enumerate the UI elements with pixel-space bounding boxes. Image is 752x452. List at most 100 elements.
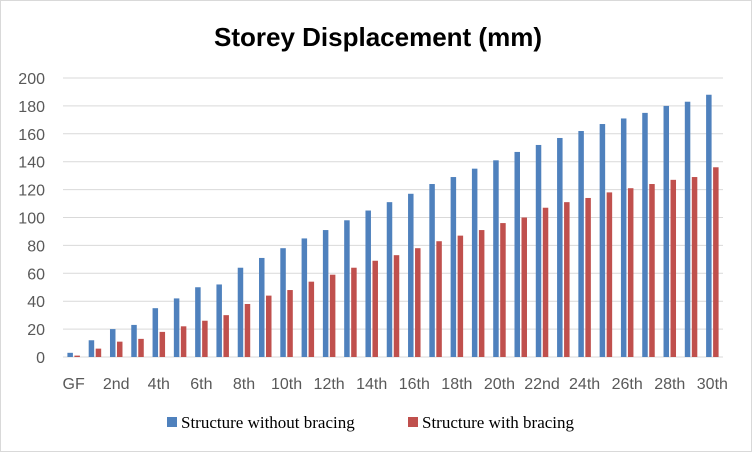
y-tick-label: 180: [18, 99, 45, 116]
bar-without-bracing-2nd: [109, 329, 116, 357]
bar-with-bracing-20th: [500, 223, 506, 357]
bar-without-bracing-26th: [620, 118, 627, 358]
x-tick-label: 2nd: [103, 376, 130, 393]
bar-without-bracing-25th: [599, 124, 606, 357]
bar-with-bracing-17th: [436, 241, 442, 357]
x-axis-tick-labels: GF 2nd 4th 6th 8th 10th 12th 14th 16th 18th 20th 22…: [63, 376, 728, 393]
bar-with-bracing-13th: [351, 267, 357, 357]
y-tick-label: 80: [27, 238, 45, 255]
bar-with-bracing-15th: [393, 255, 400, 357]
x-tick-label: 12th: [314, 376, 345, 393]
bar-with-bracing-27th: [649, 184, 655, 357]
y-tick-label: 140: [18, 155, 45, 172]
legend-label-without-bracing: Structure without bracing: [181, 413, 355, 432]
bar-without-bracing-22nd: [535, 144, 542, 357]
bar-without-bracing-16th: [408, 193, 414, 357]
bar-with-bracing-GF: [74, 355, 80, 357]
bar-with-bracing-30th: [713, 167, 719, 357]
bar-with-bracing-14th: [372, 260, 378, 357]
bar-with-bracing-19th: [478, 230, 485, 357]
chart-title: Storey Displacement (mm): [214, 22, 542, 52]
bar-with-bracing-25th: [606, 192, 613, 357]
x-tick-label: 16th: [399, 376, 430, 393]
x-tick-label: 10th: [271, 376, 302, 393]
bar-with-bracing-11th: [308, 281, 315, 357]
bar-without-bracing-21st: [514, 151, 520, 357]
bar-without-bracing-6th: [195, 287, 201, 357]
x-tick-label: 28th: [654, 376, 685, 393]
bar-with-bracing-16th: [415, 248, 421, 357]
bar-with-bracing-28th: [670, 179, 677, 357]
legend-swatch-with-bracing: [408, 417, 418, 427]
x-tick-label: 6th: [190, 376, 212, 393]
x-tick-label: 26th: [612, 376, 643, 393]
bar-with-bracing-23rd: [564, 202, 570, 357]
bar-without-bracing-10th: [280, 248, 286, 357]
bar-without-bracing-28th: [663, 105, 670, 358]
bar-without-bracing-15th: [386, 202, 393, 357]
legend-label-with-bracing: Structure with bracing: [422, 413, 575, 432]
bar-without-bracing-27th: [642, 112, 648, 358]
y-axis-tick-labels: 0 20 40 60 80 100 120 140 160 180 200: [18, 71, 45, 367]
bar-without-bracing-4th: [152, 308, 159, 357]
bar-without-bracing-20th: [493, 160, 499, 357]
x-tick-label: 4th: [148, 376, 170, 393]
bar-with-bracing-26th: [627, 188, 634, 357]
bar-with-bracing-6th: [202, 320, 208, 357]
bar-with-bracing-2nd: [116, 341, 123, 357]
bar-with-bracing-8th: [244, 303, 251, 357]
bar-with-bracing-1st: [95, 348, 102, 357]
bar-without-bracing-24th: [578, 131, 584, 357]
bar-without-bracing-7th: [216, 284, 222, 357]
y-tick-label: 60: [27, 266, 45, 283]
x-tick-label: 18th: [441, 376, 472, 393]
bars: [67, 94, 719, 358]
y-tick-label: 200: [18, 71, 45, 88]
x-tick-label: GF: [63, 376, 85, 393]
bar-without-bracing-19th: [471, 168, 478, 357]
bar-without-bracing-12th: [322, 230, 329, 357]
bar-without-bracing-GF: [67, 352, 73, 357]
bar-without-bracing-30th: [706, 94, 712, 358]
bar-with-bracing-5th: [180, 326, 187, 357]
bar-with-bracing-9th: [266, 295, 272, 357]
y-tick-label: 120: [18, 183, 45, 200]
legend-swatch-without-bracing: [167, 417, 177, 427]
bar-with-bracing-22nd: [542, 207, 549, 357]
bar-with-bracing-24th: [585, 197, 591, 357]
x-tick-label: 22nd: [524, 376, 560, 393]
bar-without-bracing-17th: [429, 184, 435, 357]
bar-with-bracing-29th: [691, 177, 698, 357]
bar-with-bracing-4th: [159, 331, 166, 357]
bar-with-bracing-3rd: [138, 338, 144, 357]
y-tick-label: 20: [27, 322, 45, 339]
bar-with-bracing-7th: [223, 315, 229, 357]
bar-without-bracing-23rd: [557, 137, 563, 357]
bar-with-bracing-18th: [457, 235, 464, 357]
gridlines: [63, 77, 723, 358]
bar-without-bracing-8th: [237, 267, 244, 357]
y-tick-label: 40: [27, 294, 45, 311]
x-tick-label: 14th: [356, 376, 387, 393]
bar-without-bracing-3rd: [131, 324, 137, 357]
y-tick-label: 160: [18, 127, 45, 144]
y-tick-label: 0: [36, 350, 45, 367]
x-tick-label: 8th: [233, 376, 255, 393]
x-tick-label: 24th: [569, 376, 600, 393]
bar-without-bracing-29th: [684, 101, 691, 357]
bar-with-bracing-12th: [329, 274, 336, 357]
bar-without-bracing-9th: [259, 257, 265, 357]
bar-without-bracing-1st: [88, 340, 95, 357]
x-tick-label: 20th: [484, 376, 515, 393]
bar-without-bracing-18th: [450, 177, 457, 357]
legend: Structure without bracing Structure with…: [167, 413, 575, 432]
bar-with-bracing-10th: [287, 290, 293, 357]
bar-without-bracing-5th: [173, 298, 180, 357]
bar-with-bracing-21st: [521, 217, 527, 357]
bar-without-bracing-11th: [301, 238, 308, 357]
bar-without-bracing-14th: [365, 210, 371, 357]
x-tick-label: 30th: [697, 376, 728, 393]
y-tick-label: 100: [18, 211, 45, 228]
